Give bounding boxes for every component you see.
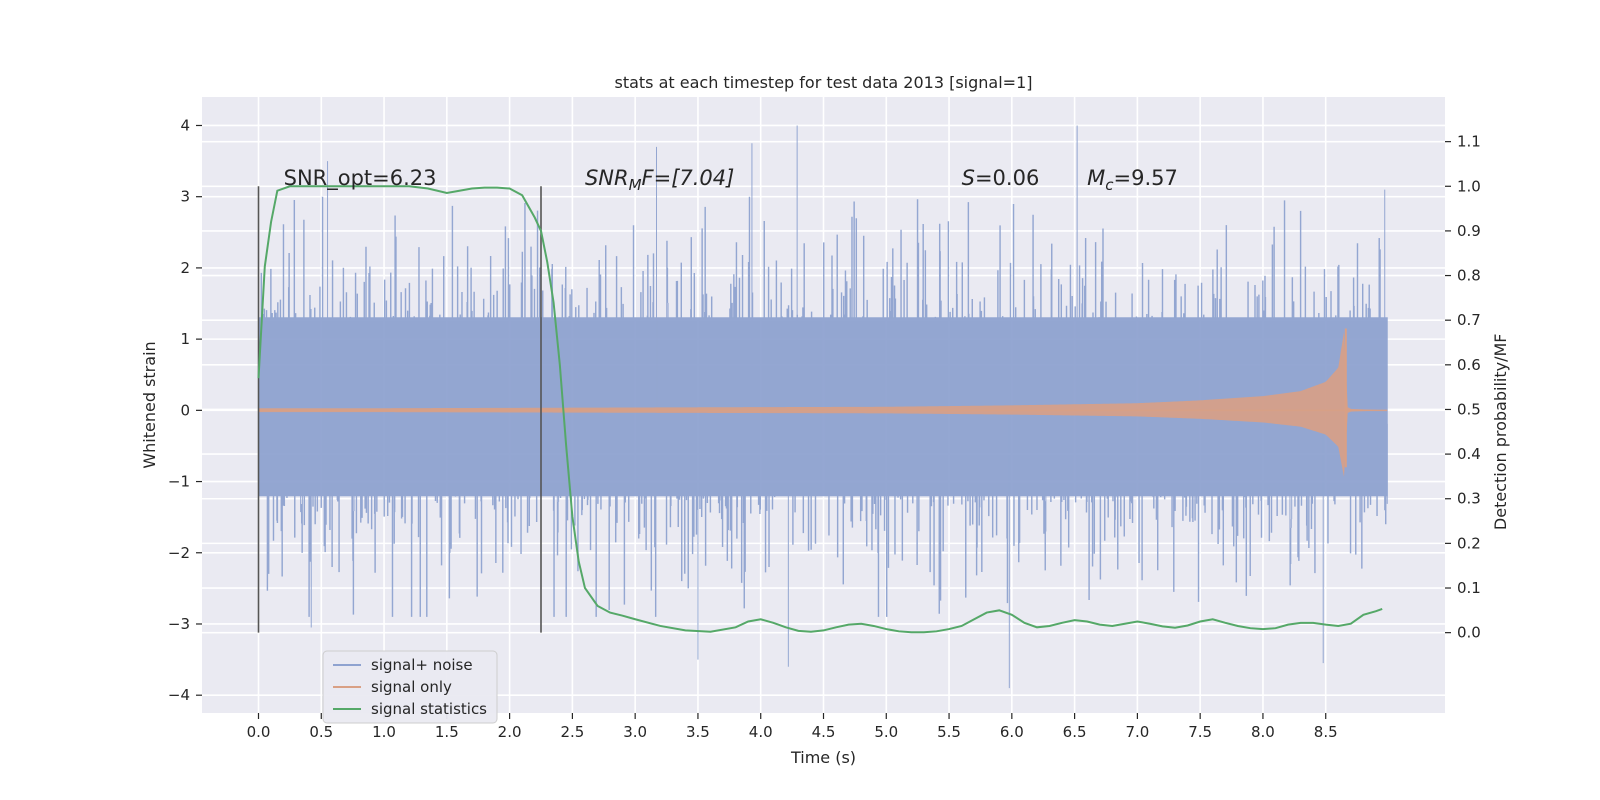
x-tick-label: 3.5: [686, 723, 710, 741]
legend-label: signal+ noise: [371, 656, 473, 674]
annotation-snr-opt: SNR_opt=6.23: [284, 166, 437, 191]
legend: signal+ noise signal only signal statistic…: [322, 650, 498, 724]
x-tick-label: 4.0: [749, 723, 773, 741]
y-tick-label: −1: [168, 473, 190, 491]
y-tick-label: 1: [180, 330, 190, 348]
annotation-mc: Mc=9.57: [1087, 166, 1178, 194]
annotation-snr-mf-sub: M: [629, 176, 642, 194]
x-tick-label: 5.5: [937, 723, 961, 741]
x-tick-label: 0.0: [247, 723, 271, 741]
y-tick-label: −3: [168, 615, 190, 633]
y2-tick-label: 0.1: [1457, 579, 1481, 597]
legend-label: signal only: [371, 678, 452, 696]
series-signal-statistics: [257, 185, 1383, 634]
y2-tick-label: 0.6: [1457, 356, 1481, 374]
chart-title: stats at each timestep for test data 201…: [614, 73, 1032, 92]
y2-tick-label: 0.5: [1457, 400, 1481, 418]
x-tick-label: 6.5: [1063, 723, 1087, 741]
annotation-snr-mf: SNRMF=[7.04]: [585, 166, 734, 194]
legend-box: [322, 650, 498, 724]
annotation-snr-mf-name: SNR: [585, 166, 629, 190]
x-tick-label: 2.5: [560, 723, 584, 741]
annotation-mc-name: M: [1087, 166, 1105, 190]
y2-tick-label: 0.0: [1457, 624, 1481, 642]
annotation-snr-mf-rest: F=[7.04]: [642, 166, 735, 190]
y2-tick-label: 0.3: [1457, 490, 1481, 508]
y-axis-label: Whitened strain: [140, 341, 159, 468]
y2-tick-label: 0.2: [1457, 534, 1481, 552]
y2-tick-label: 1.1: [1457, 133, 1481, 151]
x-tick-label: 3.0: [623, 723, 647, 741]
y-tick-label: 3: [180, 188, 190, 206]
y2-tick-label: 0.4: [1457, 445, 1481, 463]
x-axis-label: Time (s): [790, 748, 856, 767]
y-tick-label: −2: [168, 544, 190, 562]
x-tick-label: 1.5: [435, 723, 459, 741]
legend-label: signal statistics: [371, 700, 487, 718]
x-tick-label: 6.0: [1000, 723, 1024, 741]
y-tick-label: 2: [180, 259, 190, 277]
annotation-s-rest: =0.06: [975, 166, 1039, 190]
x-tick-label: 1.0: [372, 723, 396, 741]
y-tick-label: 4: [180, 116, 190, 134]
x-tick-label: 5.0: [874, 723, 898, 741]
x-tick-label: 8.0: [1251, 723, 1275, 741]
annotation-s: S=0.06: [962, 166, 1040, 190]
x-tick-label: 0.5: [309, 723, 333, 741]
x-tick-label: 7.5: [1188, 723, 1212, 741]
y2-tick-label: 0.7: [1457, 311, 1481, 329]
x-tick-label: 2.0: [498, 723, 522, 741]
annotation-mc-rest: =9.57: [1114, 166, 1178, 190]
annotation-s-name: S: [962, 166, 975, 190]
annotation-mc-sub: c: [1105, 176, 1114, 194]
x-tick-label: 8.5: [1314, 723, 1338, 741]
x-tick-label: 4.5: [812, 723, 836, 741]
y2-tick-label: 0.8: [1457, 267, 1481, 285]
y-tick-label: 0: [180, 401, 190, 419]
y2-tick-label: 1.0: [1457, 177, 1481, 195]
y2-tick-label: 0.9: [1457, 222, 1481, 240]
y-tick-label: −4: [168, 686, 190, 704]
y2-axis-label: Detection probability/MF: [1491, 333, 1510, 530]
series-signal-only: [258, 332, 1388, 477]
x-tick-label: 7.0: [1125, 723, 1149, 741]
